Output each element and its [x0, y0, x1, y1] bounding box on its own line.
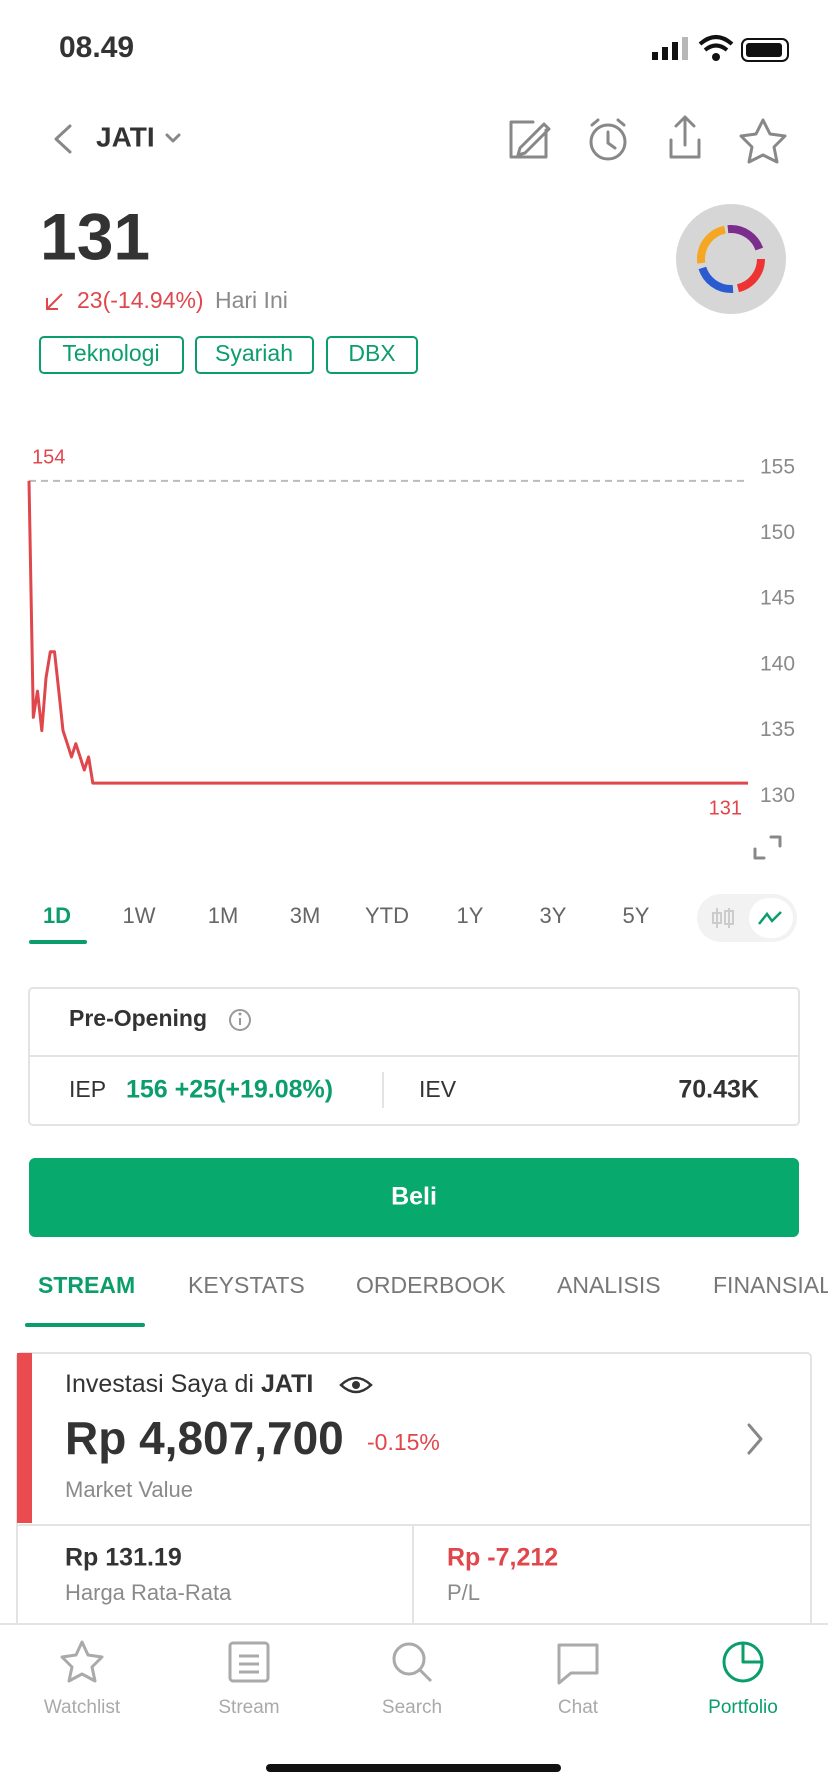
status-icons: [652, 35, 789, 62]
range-tab[interactable]: 3M: [290, 903, 321, 928]
header-icons[interactable]: [509, 115, 787, 164]
price-chart: 155 150 145 140 135 130 154 131: [27, 446, 795, 819]
candle-icon[interactable]: [712, 908, 734, 928]
tab[interactable]: FINANSIAL: [713, 1272, 828, 1298]
last-label: 131: [709, 797, 742, 819]
investment-title: Investasi Saya di JATI: [65, 1370, 313, 1398]
change: 23(-14.94%): [77, 287, 204, 313]
eye-icon[interactable]: [339, 1376, 373, 1394]
range-tab[interactable]: YTD: [365, 903, 409, 928]
range-tab[interactable]: 3Y: [540, 903, 567, 928]
nav-label[interactable]: Search: [382, 1697, 442, 1718]
tags: [39, 336, 418, 374]
tag[interactable]: DBX: [348, 340, 395, 366]
nav-label[interactable]: Chat: [558, 1697, 599, 1718]
home-indicator: [266, 1764, 561, 1772]
buy-label[interactable]: Beli: [391, 1183, 437, 1211]
dropdown[interactable]: [165, 133, 181, 143]
tab[interactable]: ORDERBOOK: [356, 1272, 506, 1298]
back-button[interactable]: [54, 124, 72, 154]
period: Hari Ini: [215, 287, 288, 313]
down-arrow: [46, 293, 63, 310]
accent-bar: [17, 1353, 32, 1523]
y-tick-label: 150: [760, 521, 795, 544]
iep-label: IEP: [69, 1076, 106, 1102]
tag[interactable]: Syariah: [215, 340, 293, 366]
nav-label[interactable]: Watchlist: [44, 1697, 121, 1718]
ticker[interactable]: JATI: [96, 121, 155, 152]
tab-underline: [25, 1323, 145, 1327]
market-value-label: Market Value: [65, 1477, 193, 1502]
nav-labels: Watchlist Stream Search Chat Portfolio: [44, 1697, 778, 1718]
tag[interactable]: Teknologi: [62, 340, 159, 366]
avg-price: Rp 131.19: [65, 1544, 182, 1572]
pl: Rp -7,212: [447, 1544, 558, 1572]
range-tab[interactable]: 1Y: [457, 903, 484, 928]
expand-button[interactable]: [753, 835, 782, 860]
nav-label[interactable]: Stream: [218, 1697, 279, 1718]
title-prefix: Investasi Saya di: [65, 1370, 254, 1398]
y-tick-label: 140: [760, 652, 795, 675]
pre-opening-title: Pre-Opening: [69, 1005, 207, 1031]
high-label: 154: [32, 446, 65, 468]
nav-label[interactable]: Portfolio: [708, 1697, 778, 1718]
title-ticker: JATI: [261, 1370, 313, 1398]
market-value: Rp 4,807,700: [65, 1412, 344, 1464]
nav-icons[interactable]: [60, 1640, 764, 1685]
range-tab[interactable]: 1D: [43, 903, 71, 928]
tab[interactable]: KEYSTATS: [188, 1272, 305, 1298]
pl-label: P/L: [447, 1580, 480, 1605]
market-change: -0.15%: [367, 1429, 440, 1455]
price-line: [27, 480, 748, 785]
y-tick-label: 135: [760, 718, 795, 741]
price: 131: [40, 199, 150, 273]
buy-button[interactable]: [29, 1158, 799, 1237]
iep-value: 156 +25(+19.08%): [126, 1076, 333, 1104]
range-tab[interactable]: 1W: [123, 903, 156, 928]
time: 08.49: [59, 31, 134, 64]
info-icon[interactable]: [229, 1009, 251, 1031]
y-tick-label: 155: [760, 455, 795, 478]
tabs: STREAM KEYSTATS ORDERBOOK ANALISIS FINANSIAL: [38, 1272, 828, 1298]
line-icon[interactable]: [758, 911, 782, 925]
iev-value: 70.43K: [678, 1076, 759, 1104]
iev-label: IEV: [419, 1076, 457, 1102]
company-logo: [676, 204, 786, 314]
chevron[interactable]: [747, 1423, 763, 1455]
range-tab[interactable]: 1M: [208, 903, 239, 928]
avg-price-label: Harga Rata-Rata: [65, 1580, 232, 1605]
tab[interactable]: ANALISIS: [557, 1272, 661, 1298]
range-tab[interactable]: 5Y: [623, 903, 650, 928]
range-tabs: 1D 1W 1M 3M YTD 1Y 3Y 5Y: [43, 903, 650, 928]
range-underline: [29, 940, 87, 944]
y-tick-label: 130: [760, 784, 795, 807]
tab[interactable]: STREAM: [38, 1272, 135, 1298]
y-tick-label: 145: [760, 587, 795, 610]
